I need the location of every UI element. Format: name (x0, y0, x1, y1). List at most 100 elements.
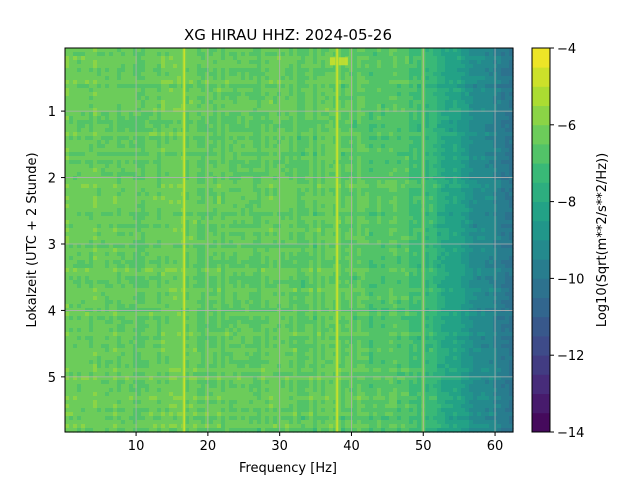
heatmap-cell (145, 196, 150, 201)
heatmap-cell (501, 160, 506, 165)
heatmap-cell (145, 76, 150, 81)
heatmap-cell (185, 144, 190, 149)
heatmap-cell (205, 180, 210, 185)
heatmap-cell (157, 112, 162, 117)
heatmap-cell (265, 224, 270, 229)
heatmap-cell (369, 180, 374, 185)
heatmap-cell (293, 84, 298, 89)
heatmap-cell (361, 192, 366, 197)
heatmap-cell (425, 188, 430, 193)
heatmap-cell (65, 80, 70, 85)
heatmap-cell (453, 164, 458, 169)
heatmap-cell (413, 100, 418, 105)
heatmap-cell (325, 160, 330, 165)
heatmap-cell (289, 152, 294, 157)
heatmap-cell (173, 152, 178, 157)
heatmap-cell (153, 104, 158, 109)
heatmap-cell (221, 68, 226, 73)
heatmap-cell (313, 92, 318, 97)
heatmap-cell (505, 116, 510, 121)
heatmap-cell (77, 96, 82, 101)
heatmap-cell (113, 200, 118, 205)
heatmap-cell (505, 192, 510, 197)
heatmap-cell (437, 164, 442, 169)
heatmap-cell (357, 60, 362, 65)
heatmap-cell (245, 52, 250, 57)
heatmap-cell (269, 196, 274, 201)
heatmap-cell (253, 224, 258, 229)
heatmap-cell (209, 84, 214, 89)
heatmap-cell (197, 112, 202, 117)
heatmap-cell (293, 132, 298, 137)
heatmap-cell (225, 116, 230, 121)
heatmap-cell (121, 144, 126, 149)
heatmap-cell (325, 188, 330, 193)
heatmap-cell (489, 92, 494, 97)
heatmap-cell (177, 76, 182, 81)
heatmap-cell (105, 68, 110, 73)
heatmap-cell (465, 92, 470, 97)
heatmap-cell (357, 192, 362, 197)
heatmap-cell (313, 172, 318, 177)
heatmap-cell (365, 88, 370, 93)
heatmap-cell (373, 52, 378, 57)
heatmap-cell (209, 212, 214, 217)
heatmap-cell (405, 156, 410, 161)
heatmap-cell (65, 152, 70, 157)
heatmap-cell (401, 52, 406, 57)
heatmap-cell (109, 64, 114, 69)
heatmap-cell (113, 52, 118, 57)
heatmap-cell (329, 156, 334, 161)
heatmap-cell (297, 76, 302, 81)
heatmap-cell (449, 216, 454, 221)
heatmap-cell (429, 124, 434, 129)
heatmap-cell (369, 84, 374, 89)
heatmap-cell (253, 168, 258, 173)
heatmap-cell (489, 144, 494, 149)
heatmap-cell (85, 212, 90, 217)
heatmap-cell (437, 152, 442, 157)
heatmap-cell (261, 136, 266, 141)
heatmap-cell (481, 52, 486, 57)
heatmap-cell (317, 152, 322, 157)
heatmap-cell (89, 212, 94, 217)
heatmap-cell (285, 208, 290, 213)
heatmap-cell (241, 56, 246, 61)
heatmap-cell (409, 92, 414, 97)
heatmap-cell (497, 124, 502, 129)
heatmap-cell (221, 100, 226, 105)
heatmap-cell (81, 204, 86, 209)
heatmap-cell (245, 128, 250, 133)
heatmap-cell (489, 160, 494, 165)
heatmap-cell (141, 128, 146, 133)
heatmap-cell (77, 88, 82, 93)
heatmap-cell (213, 220, 218, 225)
heatmap-cell (485, 72, 490, 77)
heatmap-cell (117, 152, 122, 157)
heatmap-cell (193, 52, 198, 57)
heatmap-cell (93, 204, 98, 209)
heatmap-cell (285, 152, 290, 157)
heatmap-cell (293, 192, 298, 197)
heatmap-cell (125, 176, 130, 181)
heatmap-cell (117, 184, 122, 189)
heatmap-cell (201, 148, 206, 153)
heatmap-cell (469, 128, 474, 133)
heatmap-cell (481, 144, 486, 149)
heatmap-cell (329, 196, 334, 201)
heatmap-cell (117, 132, 122, 137)
heatmap-cell (101, 68, 106, 73)
heatmap-cell (457, 176, 462, 181)
heatmap-cell (361, 220, 366, 225)
heatmap-cell (337, 172, 342, 177)
heatmap-cell (365, 72, 370, 77)
heatmap-cell (389, 120, 394, 125)
heatmap-cell (305, 184, 310, 189)
heatmap-cell (509, 180, 514, 185)
heatmap-cell (217, 112, 222, 117)
heatmap-cell (221, 224, 226, 229)
heatmap-cell (177, 152, 182, 157)
heatmap-cell (297, 108, 302, 113)
heatmap-cell (321, 88, 326, 93)
heatmap-cell (433, 176, 438, 181)
